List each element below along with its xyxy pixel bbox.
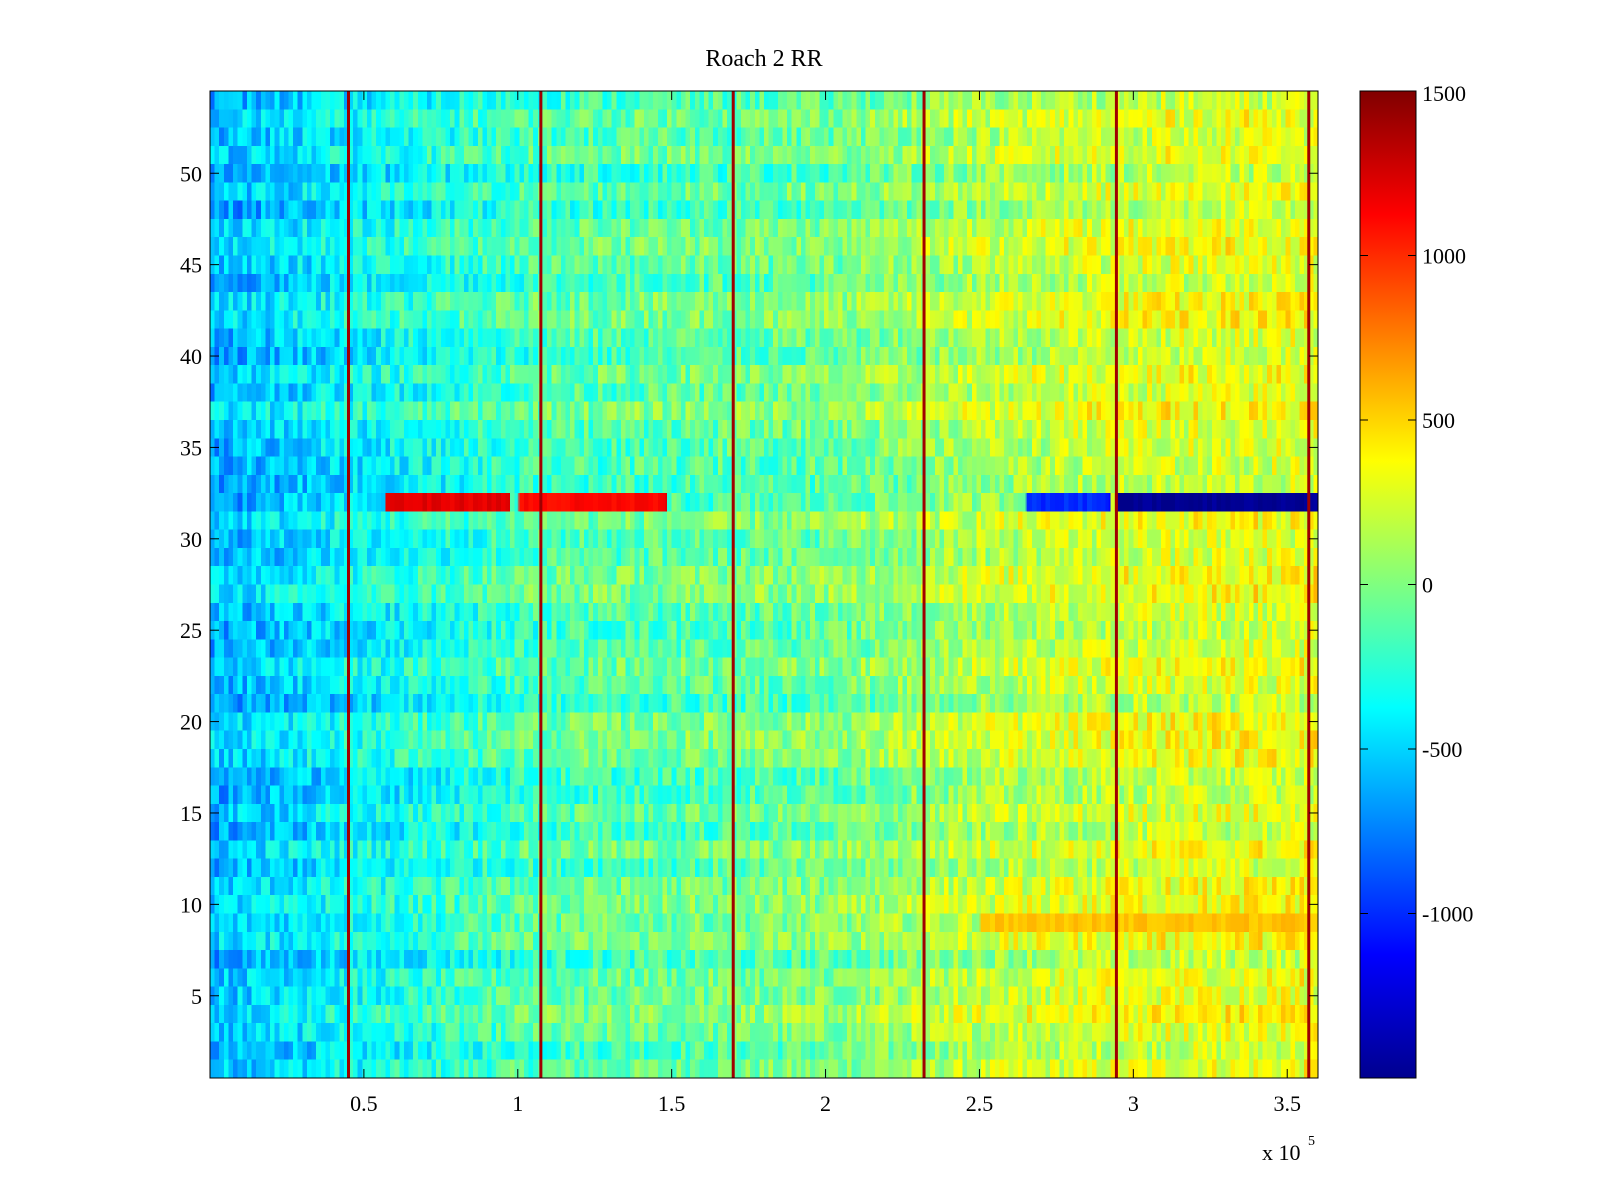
colorbar-tick-label: 500 [1422, 408, 1455, 433]
x-tick-label: 1.5 [658, 1091, 686, 1116]
y-tick-label: 30 [180, 527, 202, 552]
spike-line-1 [539, 91, 543, 1078]
y-tick-label: 10 [180, 892, 202, 917]
spike-line-2 [731, 91, 735, 1078]
y-tick-label: 20 [180, 710, 202, 735]
colorbar-tick-label: -500 [1422, 737, 1462, 762]
spike-line-0 [347, 91, 350, 1078]
chart-title: Roach 2 RR [705, 46, 822, 72]
y-tick-label: 15 [180, 801, 202, 826]
spike-line-4 [1114, 91, 1118, 1078]
x-exponent-base: x 10 [1262, 1140, 1301, 1165]
y-axis: 5 10 15 20 25 30 35 40 45 50 [180, 161, 1318, 1009]
y-tick-label: 25 [180, 618, 202, 643]
y-tick-label: 45 [180, 253, 202, 278]
x-exponent-power: 5 [1308, 1134, 1315, 1149]
x-axis: 0.5 1 1.5 2 2.5 3 3.5 [350, 91, 1301, 1116]
x-tick-label: 3 [1128, 1091, 1139, 1116]
anomaly-band-3 [1114, 493, 1318, 512]
anomaly-band-2 [1025, 493, 1109, 512]
spike-line-3 [922, 91, 926, 1078]
spike-lines [347, 91, 1311, 1078]
heatmap-cells [210, 91, 1318, 1078]
anomaly-band-4 [979, 913, 1318, 932]
anomaly-band-1 [517, 493, 666, 512]
x-tick-label: 2.5 [966, 1091, 994, 1116]
y-tick-label: 40 [180, 344, 202, 369]
colorbar-tick-label: -1000 [1422, 902, 1473, 927]
y-tick-label: 5 [191, 984, 202, 1009]
colorbar-ticks: 1500 1000 500 0 -500 -1000 [1360, 81, 1473, 927]
spike-line-5 [1307, 91, 1311, 1078]
colorbar-tick-label: 0 [1422, 573, 1433, 598]
y-tick-label: 35 [180, 435, 202, 460]
x-tick-label: 0.5 [350, 1091, 378, 1116]
x-tick-label: 2 [820, 1091, 831, 1116]
colorbar-tick-label: 1500 [1422, 81, 1466, 106]
x-tick-label: 1 [512, 1091, 523, 1116]
x-tick-label: 3.5 [1273, 1091, 1301, 1116]
plot-frame [209, 90, 1319, 1079]
colorbar [1359, 90, 1417, 1079]
y-tick-label: 50 [180, 161, 202, 186]
colorbar-tick-label: 1000 [1422, 244, 1466, 269]
anomaly-band-0 [385, 493, 509, 512]
